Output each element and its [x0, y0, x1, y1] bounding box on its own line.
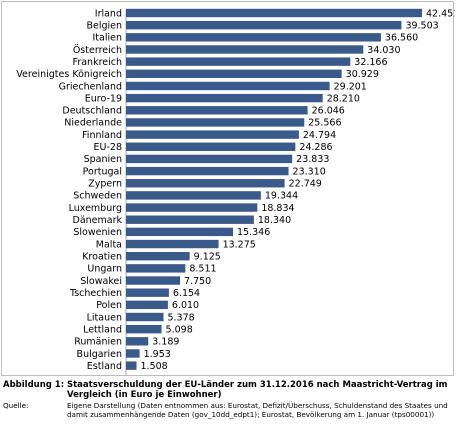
value-label: 29.201	[334, 81, 367, 92]
bar	[126, 300, 168, 310]
value-label: 6.010	[172, 300, 199, 311]
value-label: 5.378	[167, 312, 194, 323]
source-text: Eigene Darstellung (Daten entnommen aus:…	[67, 401, 448, 419]
bar	[126, 276, 181, 285]
category-label: Italien	[93, 33, 123, 44]
category-label: Frankreich	[73, 57, 122, 68]
bar-chart: Irland 42.451 Belgien 39.503 Italien 36.560 Ös…	[16, 8, 455, 376]
category-label: Irland	[95, 8, 122, 19]
category-label: Lettland	[83, 324, 122, 335]
category-label: Ungarn	[87, 264, 122, 275]
category-label: Litauen	[87, 312, 122, 323]
value-label: 25.566	[308, 118, 341, 129]
bar	[126, 93, 323, 103]
value-label: 23.310	[293, 166, 326, 177]
value-label: 5.098	[166, 324, 193, 335]
value-label: 39.503	[405, 20, 438, 31]
value-label: 24.794	[303, 130, 336, 141]
bar	[126, 20, 402, 30]
bar	[126, 142, 296, 151]
bar	[126, 191, 261, 200]
bar	[126, 324, 162, 334]
value-label: 32.166	[354, 57, 387, 68]
bar	[126, 81, 330, 91]
value-label: 19.344	[265, 191, 298, 202]
category-label: Dänemark	[73, 215, 123, 226]
value-label: 30.929	[346, 69, 379, 80]
bar	[126, 179, 285, 188]
value-label: 9.125	[194, 252, 221, 263]
category-label: Tschechien	[69, 288, 122, 299]
category-label: Zypern	[88, 179, 122, 190]
value-label: 28.210	[327, 93, 360, 104]
category-label: Finnland	[82, 130, 122, 141]
category-label: Belgien	[86, 20, 122, 31]
source-label: Quelle:	[3, 401, 29, 410]
category-label: Luxemburg	[69, 203, 122, 214]
value-label: 42.451	[426, 8, 455, 19]
bar	[126, 203, 258, 212]
category-label: Euro-19	[85, 93, 122, 104]
category-label: Malta	[96, 239, 122, 250]
bar	[126, 130, 299, 139]
bar	[126, 337, 149, 346]
value-label: 15.346	[237, 227, 270, 238]
value-label: 26.046	[312, 106, 345, 117]
bar	[126, 69, 342, 78]
value-label: 7.750	[184, 276, 211, 287]
bar	[126, 312, 164, 322]
category-label: Griechenland	[59, 81, 122, 92]
bar	[126, 252, 190, 261]
bar	[126, 239, 219, 249]
value-label: 22.749	[289, 179, 322, 190]
value-label: 36.560	[385, 33, 418, 44]
figure-title: Staatsverschuldung der EU-Länder zum 31.…	[67, 380, 448, 400]
bar	[126, 288, 169, 297]
category-label: Slowakei	[80, 276, 122, 287]
bar	[126, 227, 234, 237]
bar	[126, 361, 137, 370]
value-label: 13.275	[223, 239, 256, 250]
value-label: 34.030	[367, 45, 400, 56]
bar	[126, 45, 364, 54]
category-label: Kroatien	[82, 252, 122, 263]
value-label: 3.189	[152, 337, 179, 348]
category-label: Österreich	[73, 45, 122, 56]
category-label: Portugal	[83, 166, 122, 177]
bar	[126, 264, 186, 273]
bar	[126, 118, 305, 127]
value-label: 18.834	[261, 203, 294, 214]
category-label: Spanien	[84, 154, 122, 165]
category-label: Niederlande	[64, 118, 122, 129]
value-label: 1.508	[141, 361, 168, 372]
bar	[126, 106, 308, 115]
category-label: Bulgarien	[77, 349, 122, 360]
figure-caption: Abbildung 1: Staatsverschuldung der EU-L…	[3, 380, 453, 419]
bar	[126, 215, 254, 224]
category-label: EU-28	[94, 142, 122, 153]
figure-label: Abbildung 1:	[3, 380, 65, 390]
category-label: Vereinigtes Königreich	[16, 69, 122, 80]
bar	[126, 8, 422, 18]
bar	[126, 166, 289, 176]
value-label: 6.154	[173, 288, 200, 299]
category-label: Estland	[87, 361, 122, 372]
category-label: Schweden	[73, 191, 122, 202]
bar	[126, 154, 293, 164]
category-label: Rumänien	[74, 337, 122, 348]
value-label: 18.340	[258, 215, 291, 226]
value-label: 1.953	[144, 349, 171, 360]
category-label: Deutschland	[62, 106, 122, 117]
bar	[126, 33, 381, 42]
source-row: Quelle: Eigene Darstellung (Daten entnom…	[3, 401, 453, 419]
category-label: Polen	[96, 300, 122, 311]
value-label: 24.286	[299, 142, 332, 153]
bar	[126, 57, 351, 66]
value-label: 8.511	[189, 264, 216, 275]
chart-frame: Irland 42.451 Belgien 39.503 Italien 36.560 Ös…	[1, 1, 455, 376]
value-label: 23.833	[296, 154, 329, 165]
category-label: Slowenien	[73, 227, 122, 238]
bar	[126, 349, 140, 358]
figure-title-row: Abbildung 1: Staatsverschuldung der EU-L…	[3, 380, 453, 400]
